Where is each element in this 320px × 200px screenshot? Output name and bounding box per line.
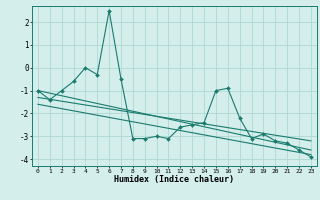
X-axis label: Humidex (Indice chaleur): Humidex (Indice chaleur): [115, 175, 234, 184]
